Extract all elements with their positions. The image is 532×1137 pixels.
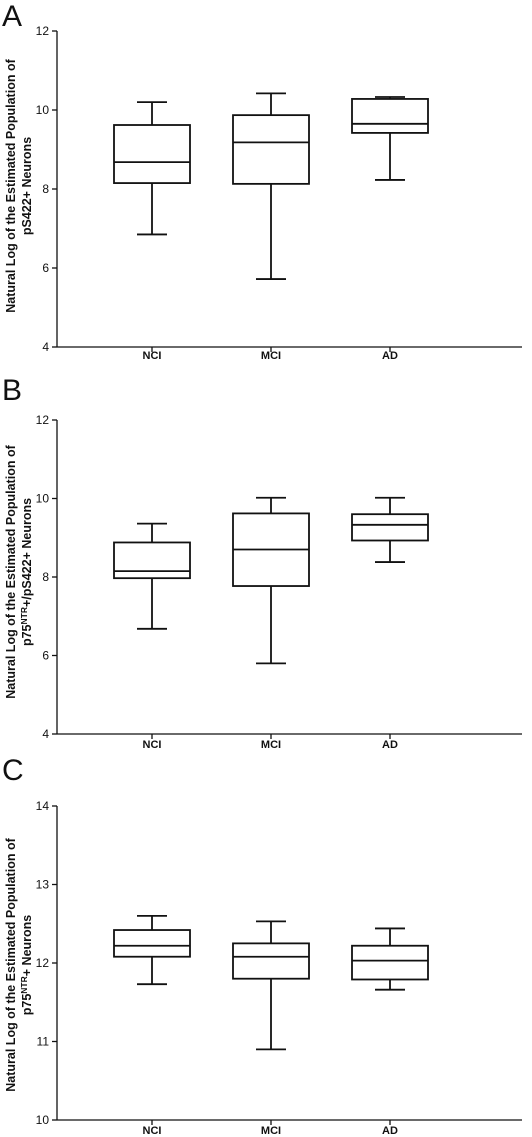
y-tick-label: 14 [36, 799, 50, 813]
y-tick-label: 12 [36, 24, 50, 38]
iqr-box [232, 114, 310, 185]
panel-c-letter: C [2, 754, 24, 787]
panel-b: B Natural Log of the Estimated Populatio… [2, 374, 522, 751]
panel-a-ylabel-line-2: pS422+ Neurons [20, 137, 34, 235]
y-tick-label: 12 [36, 413, 50, 427]
y-tick-label: 8 [42, 570, 49, 584]
panel-b-ylabel-line-1: Natural Log of the Estimated Population … [4, 444, 18, 698]
y-tick-label: 6 [42, 261, 49, 275]
box-nci [113, 915, 191, 986]
panel-c-plot: 10 11 12 13 14 NCI MCI AD [36, 799, 522, 1137]
panel-a: A Natural Log of the Estimated Populatio… [2, 0, 522, 362]
iqr-box [351, 98, 429, 134]
x-tick-label: NCI [143, 1125, 162, 1137]
panel-a-plot: 4 6 8 10 12 NCI MCI AD [36, 24, 522, 362]
iqr-box [113, 929, 191, 958]
iqr-box [351, 944, 429, 981]
box-ad [351, 496, 429, 563]
y-tick-label: 4 [42, 727, 49, 741]
box-mci [232, 920, 310, 1051]
x-tick-label: MCI [261, 739, 281, 751]
x-tick-label: MCI [261, 350, 281, 362]
y-tick-label: 10 [36, 1113, 50, 1127]
x-tick-label: AD [382, 1125, 398, 1137]
y-tick-label: 11 [37, 1035, 50, 1049]
iqr-box [232, 942, 310, 980]
panel-b-ylabel-line-2: p75NTR+/pS422+ Neurons [19, 498, 34, 646]
iqr-box [351, 513, 429, 542]
iqr-box [113, 541, 191, 580]
panel-c-ylabel-line-2: p75NTR+ Neurons [19, 915, 34, 1016]
box-ad [351, 927, 429, 991]
x-tick-label: NCI [143, 739, 162, 751]
y-tick-label: 10 [36, 103, 50, 117]
panel-a-letter: A [2, 0, 22, 33]
panel-b-plot: 4 6 8 10 12 NCI MCI AD [36, 413, 522, 751]
box-mci [232, 496, 310, 665]
y-tick-label: 4 [42, 340, 49, 354]
y-tick-label: 6 [42, 649, 49, 663]
y-tick-label: 13 [36, 878, 50, 892]
box-ad [351, 96, 429, 181]
panel-a-ylabel-line-1: Natural Log of the Estimated Population … [4, 58, 18, 312]
x-tick-label: MCI [261, 1125, 281, 1137]
iqr-box [113, 124, 191, 184]
x-tick-label: AD [382, 739, 398, 751]
y-tick-label: 10 [36, 492, 50, 506]
y-tick-label: 8 [42, 182, 49, 196]
panel-c-ylabel-line-1: Natural Log of the Estimated Population … [4, 837, 18, 1091]
box-nci [113, 101, 191, 236]
panel-b-letter: B [2, 374, 22, 407]
x-tick-label: AD [382, 350, 398, 362]
panel-c: C Natural Log of the Estimated Populatio… [2, 754, 522, 1137]
box-mci [232, 92, 310, 280]
y-tick-label: 12 [36, 956, 50, 970]
x-tick-label: NCI [143, 350, 162, 362]
box-nci [113, 522, 191, 630]
